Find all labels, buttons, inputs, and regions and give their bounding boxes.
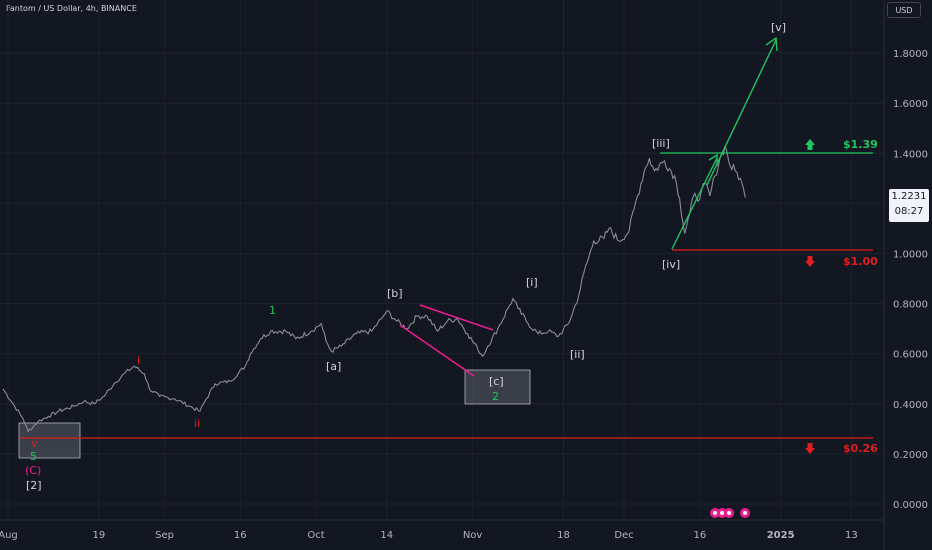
wave-label-C: (C) bbox=[25, 464, 41, 477]
wave-label-green-5: 5 bbox=[30, 450, 37, 463]
wave-label-b: [b] bbox=[387, 287, 403, 300]
event-markers[interactable] bbox=[710, 508, 750, 518]
price-tick-label: 0.0000 bbox=[893, 500, 928, 511]
wave-label-red-ii: ii bbox=[194, 417, 200, 430]
wedge-upper-line bbox=[419, 304, 494, 331]
projection-line-large bbox=[706, 39, 777, 186]
time-tick-label: Nov bbox=[463, 530, 483, 541]
price-series-line bbox=[2, 145, 746, 433]
level-label-0-26: $0.26 bbox=[843, 442, 878, 455]
currency-button[interactable]: USD bbox=[887, 2, 921, 18]
wave-label-v: [v] bbox=[771, 21, 786, 34]
wave-label-ii: [ii] bbox=[570, 348, 585, 361]
wave-label-red-i: i bbox=[137, 354, 140, 367]
current-price-tag: 1.2231 08:27 bbox=[889, 189, 929, 222]
price-tick-label: 1.4000 bbox=[893, 149, 928, 160]
symbol-title: Fantom / US Dollar, 4h, BINANCE bbox=[6, 4, 137, 13]
time-tick-label: 14 bbox=[380, 530, 393, 541]
price-tick-label: 1.0000 bbox=[893, 250, 928, 261]
arrow-up-icon bbox=[805, 139, 815, 150]
time-tick-label: Dec bbox=[614, 530, 633, 541]
wave-label-iii: [iii] bbox=[652, 137, 670, 150]
time-tick-label: Sep bbox=[155, 530, 174, 541]
time-tick-label: 16 bbox=[693, 530, 706, 541]
projection-arrowhead-large bbox=[765, 36, 778, 52]
price-tick-label: 0.6000 bbox=[893, 350, 928, 361]
price-tick-label: 1.6000 bbox=[893, 99, 928, 110]
arrow-down-icon bbox=[805, 443, 815, 454]
support-box-aug bbox=[18, 422, 81, 459]
wave-label-green-1: 1 bbox=[269, 304, 276, 317]
time-tick-label: Aug bbox=[0, 530, 18, 541]
price-tick-label: 0.2000 bbox=[893, 450, 928, 461]
price-tick-label: 1.8000 bbox=[893, 49, 928, 60]
wave-label-a: [a] bbox=[326, 360, 341, 373]
wave-label-2-bracket: [2] bbox=[26, 479, 42, 492]
price-tick-label: 0.4000 bbox=[893, 400, 928, 411]
wave-label-i: [i] bbox=[526, 276, 538, 289]
support-box-nov bbox=[464, 369, 531, 405]
time-tick-label: 13 bbox=[845, 530, 858, 541]
wave-label-green-2: 2 bbox=[492, 390, 499, 403]
level-label-1-00: $1.00 bbox=[843, 255, 878, 268]
time-tick-label: 19 bbox=[93, 530, 106, 541]
time-tick-label: 18 bbox=[557, 530, 570, 541]
wedge-lower-line bbox=[399, 324, 475, 377]
time-tick-label: 16 bbox=[234, 530, 247, 541]
price-tick-label: 0.8000 bbox=[893, 300, 928, 311]
projection-line-small bbox=[671, 157, 718, 250]
projection-arrowhead-small bbox=[708, 153, 718, 166]
time-tick-label: 2025 bbox=[767, 530, 795, 541]
bar-countdown: 08:27 bbox=[894, 206, 924, 217]
arrow-down-icon bbox=[805, 256, 815, 267]
level-label-1-39: $1.39 bbox=[843, 138, 878, 151]
wave-label-iv: [iv] bbox=[662, 258, 680, 271]
wave-label-red-v: v bbox=[31, 437, 38, 450]
wave-label-c: [c] bbox=[489, 375, 504, 388]
current-price-value: 1.2231 bbox=[891, 191, 927, 202]
time-tick-label: Oct bbox=[307, 530, 324, 541]
